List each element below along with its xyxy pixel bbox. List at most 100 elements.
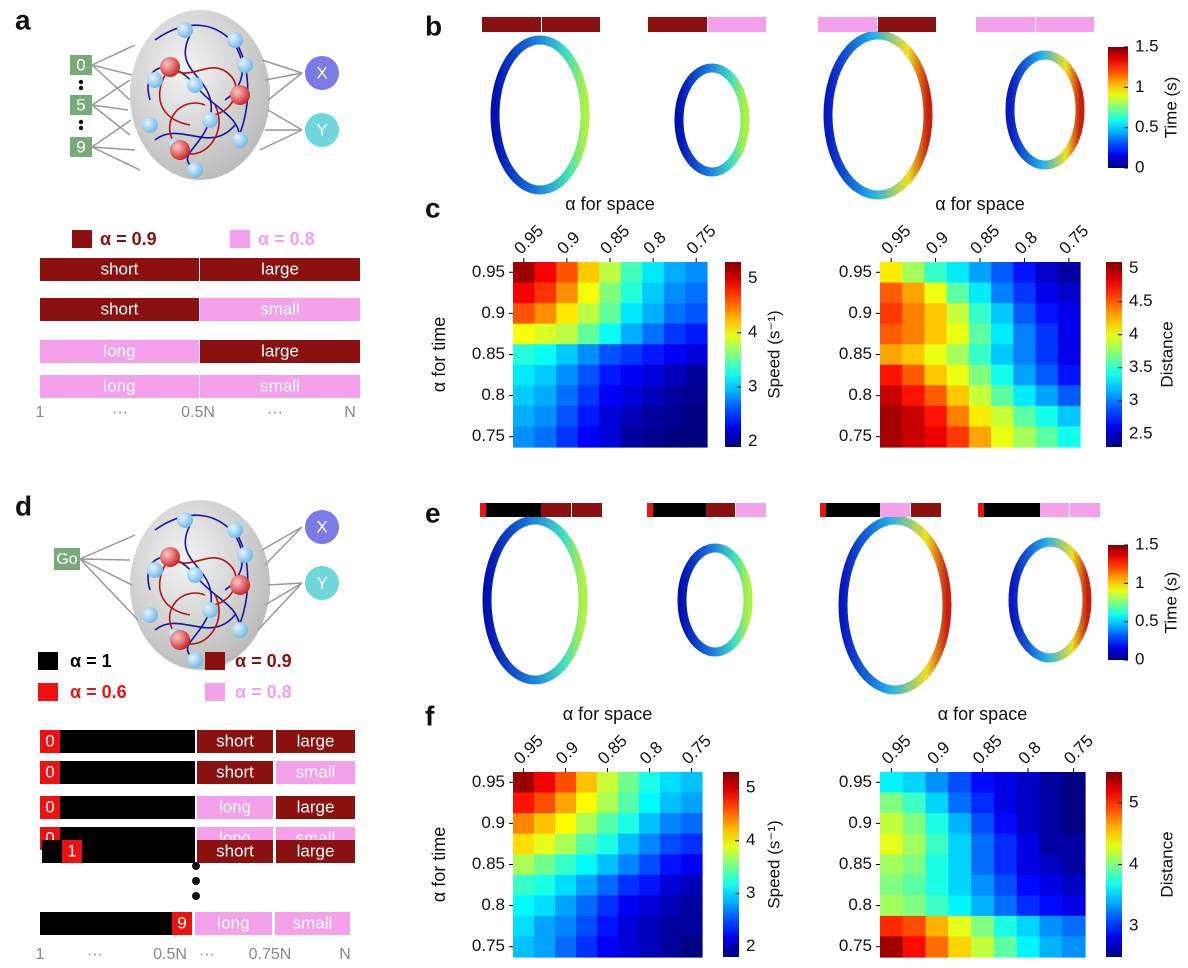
heatmap-cell: [599, 344, 621, 365]
axis-label: ···: [267, 404, 283, 421]
heatmap-cell: [599, 406, 621, 427]
condition-bar: [880, 503, 910, 517]
heatmap-cell: [1036, 262, 1059, 283]
heatmap-cell: [556, 324, 578, 345]
condition-bar: [647, 503, 653, 517]
heatmap-cell: [599, 283, 621, 304]
heatmap-cell: [971, 875, 994, 896]
colorbar-label: Time (s): [1161, 572, 1180, 634]
heatmap-cell: [534, 895, 556, 916]
heatmap-cell: [685, 365, 707, 386]
heatmap-cell: [1058, 303, 1081, 324]
heatmap-cell: [1036, 385, 1059, 406]
x-tick-label: 0.95: [510, 731, 547, 768]
x-tick-label: 0.95: [510, 221, 547, 258]
heatmap-cell: [681, 813, 703, 834]
heatmap-cell: [681, 854, 703, 875]
heatmap-cell: [1062, 895, 1085, 916]
heatmap-cell: [664, 262, 686, 283]
heatmap-cell: [948, 875, 971, 896]
heatmap-cell: [660, 895, 682, 916]
output-label: X: [316, 63, 327, 82]
heatmap-cell: [1013, 344, 1036, 365]
colorbar-tick-label: 4: [1129, 854, 1138, 873]
heatmap-cell: [599, 426, 621, 447]
colorbar-label: Speed (s⁻¹): [764, 820, 783, 908]
axis-label: N: [344, 404, 356, 421]
heatmap-cell: [1017, 916, 1040, 937]
input-label: Go: [56, 551, 77, 568]
heatmap-cell: [991, 262, 1014, 283]
colorbar-tick-label: 3.5: [1129, 357, 1153, 376]
heatmap-cell: [664, 303, 686, 324]
heatmap-cell: [969, 344, 992, 365]
heatmap-cell: [578, 426, 600, 447]
y-tick-label: 0.9: [481, 813, 505, 832]
axis-label: ···: [199, 946, 215, 963]
cue-label: 0: [45, 731, 54, 750]
y-tick-label: 0.8: [848, 895, 872, 914]
y-axis-label: α for time: [429, 827, 449, 902]
heatmap-cell: [903, 834, 926, 855]
heatmap-cell: [926, 875, 949, 896]
y-tick-label: 0.85: [839, 344, 872, 363]
heatmap-cell: [578, 283, 600, 304]
sequence-segment: [60, 796, 195, 819]
heatmap-cell: [947, 283, 970, 304]
trajectory: [828, 35, 928, 195]
heatmap-cell: [618, 916, 640, 937]
heatmap-cell: [621, 406, 643, 427]
heatmap-cell: [926, 793, 949, 814]
axis-label: 1: [36, 404, 45, 421]
heatmap-cell: [513, 324, 535, 345]
x-tick-label: 0.85: [597, 221, 634, 258]
heatmap-cell: [513, 772, 535, 793]
heatmap-cell: [642, 344, 664, 365]
heatmap-cell: [578, 262, 600, 283]
heatmap-cell: [639, 875, 661, 896]
heatmap-cell: [1062, 793, 1085, 814]
heatmap-cell: [924, 283, 947, 304]
heatmap-cell: [971, 793, 994, 814]
heatmap-cell: [535, 426, 557, 447]
heatmap-cell: [994, 834, 1017, 855]
heatmap-cell: [1039, 813, 1062, 834]
colorbar: [1108, 47, 1128, 168]
condition-bar: [878, 17, 936, 32]
output-label: Y: [316, 120, 327, 139]
y-tick-label: 0.9: [848, 303, 872, 322]
colorbar-tick-label: 0.5: [1135, 611, 1159, 630]
heatmap-cell: [556, 344, 578, 365]
condition-bar: [708, 17, 766, 32]
heatmap-cell: [555, 793, 577, 814]
heatmap-cell: [1062, 936, 1085, 957]
heatmap-cell: [926, 916, 949, 937]
colorbar-tick-label: 2: [746, 936, 755, 955]
y-tick-label: 0.75: [839, 426, 872, 445]
legend-label: α = 0.6: [70, 682, 127, 702]
heatmap-cell: [621, 303, 643, 324]
heatmap-cell: [660, 772, 682, 793]
colorbar-tick-label: 5: [748, 268, 757, 287]
y-tick-label: 0.85: [472, 854, 505, 873]
heatmap-cell: [903, 936, 926, 957]
heatmap-cell: [660, 793, 682, 814]
heatmap-cell: [947, 426, 970, 447]
heatmap-cell: [534, 936, 556, 957]
y-tick-label: 0.95: [472, 262, 505, 281]
colorbar-tick-label: 1: [1135, 77, 1144, 96]
input-label: 5: [76, 95, 85, 114]
y-tick-label: 0.75: [472, 936, 505, 955]
heatmap-cell: [903, 916, 926, 937]
legend-label: α = 0.9: [100, 229, 157, 249]
condition-bar: [653, 503, 706, 517]
heatmap-cell: [534, 793, 556, 814]
heatmap-cell: [685, 303, 707, 324]
heatmap-cell: [902, 406, 925, 427]
y-tick-label: 0.85: [839, 854, 872, 873]
colorbar-tick-label: 0: [1135, 649, 1144, 668]
heatmap-cell: [555, 772, 577, 793]
colorbar-tick-label: 4: [746, 830, 755, 849]
segment-label: small: [293, 913, 333, 932]
heatmap-cell: [660, 813, 682, 834]
